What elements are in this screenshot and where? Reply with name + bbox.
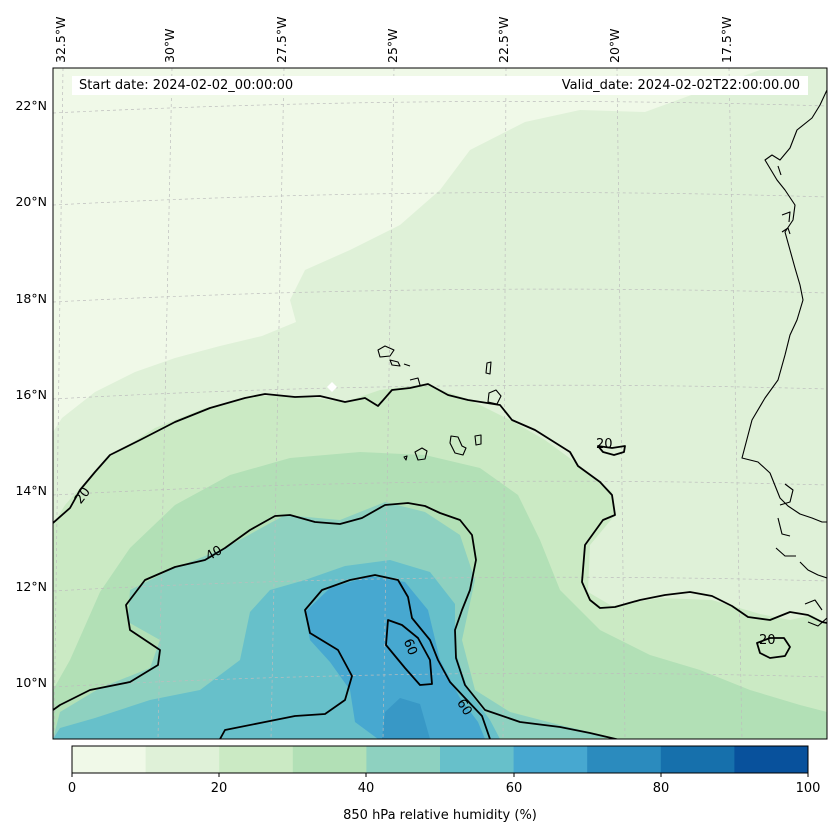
lon-label-20w: 20°W — [607, 28, 622, 63]
cape-verde-santiago — [449, 435, 467, 456]
lon-label-22-5w: 22.5°W — [496, 16, 511, 63]
colorbar-tick-60: 60 — [505, 781, 523, 796]
cape-verde-sal — [485, 361, 492, 375]
valid-date-label: Valid_date: 2024-02-02T22:00:00.00 — [561, 78, 800, 93]
contours — [53, 383, 827, 739]
coastline — [377, 69, 827, 627]
colorbar-segment-40-50 — [366, 746, 441, 773]
contour-60 — [219, 574, 491, 739]
africa-coast — [741, 69, 827, 523]
cape-verde-santo-antao — [377, 345, 395, 358]
contour-label-20-se: 20 — [759, 633, 776, 648]
rh-band-60-70 — [305, 576, 485, 739]
contour-20-isle-e — [597, 445, 626, 456]
cape-verde-sao-vicente — [389, 359, 401, 367]
contour-label-20-east: 20 — [596, 437, 613, 452]
colorbar-ticks — [71, 773, 809, 777]
colorbar-frame — [71, 745, 809, 774]
lat-label-14n: 14°N — [15, 483, 47, 498]
graticule — [53, 68, 827, 739]
lat-label-18n: 18°N — [15, 291, 47, 306]
colorbar-tick-40: 40 — [357, 781, 375, 796]
colorbar-tick-20: 20 — [210, 781, 228, 796]
colorbar-tick-100: 100 — [795, 781, 821, 796]
lat-label-10n: 10°N — [15, 675, 47, 690]
cape-verde-boa-vista — [487, 389, 502, 405]
colorbar-title: 850 hPa relative humidity (%) — [343, 808, 537, 823]
contour-20-isle-se — [756, 637, 791, 659]
colorbar-segment-20-30 — [219, 746, 294, 773]
colorbar — [72, 746, 809, 773]
rh-band-70-80 — [382, 698, 430, 739]
contour-60-inner — [385, 619, 433, 686]
colorbar-segment-30-40 — [292, 746, 367, 773]
colorbar-segment-10-20 — [145, 746, 220, 773]
colorbar-tick-0: 0 — [67, 781, 77, 796]
colorbar-segment-0-10 — [72, 746, 147, 773]
colorbar-segment-90-100 — [734, 746, 809, 773]
lon-label-32-5w: 32.5°W — [53, 16, 68, 63]
lon-label-27-5w: 27.5°W — [274, 16, 289, 63]
colorbar-segment-80-90 — [660, 746, 735, 773]
lat-label-12n: 12°N — [15, 579, 47, 594]
contour-labels: 20 40 60 60 20 20 — [72, 437, 776, 719]
cape-verde-sao-nicolau — [409, 377, 421, 386]
lat-label-16n: 16°N — [15, 387, 47, 402]
cape-verde-brava — [403, 455, 408, 461]
lon-label-17-5w: 17.5°W — [719, 16, 734, 63]
cape-verde-santa-luzia — [403, 363, 411, 367]
lat-label-20n: 20°N — [15, 194, 47, 209]
contour-label-60-upper: 60 — [400, 637, 420, 658]
canary-islands — [777, 165, 791, 235]
lon-label-30w: 30°W — [162, 28, 177, 63]
map-frame — [52, 67, 828, 740]
lon-label-25w: 25°W — [385, 28, 400, 63]
colorbar-segment-60-70 — [513, 746, 588, 773]
colorbar-segment-70-80 — [587, 746, 662, 773]
colorbar-tick-80: 80 — [652, 781, 670, 796]
start-date-label: Start date: 2024-02-02_00:00:00 — [79, 78, 294, 93]
contour-label-40: 40 — [203, 543, 225, 564]
lat-label-22n: 22°N — [15, 98, 47, 113]
cape-verde-fogo — [414, 447, 428, 461]
contour-label-60-lower: 60 — [453, 697, 474, 719]
small-island-marker — [327, 382, 337, 392]
senegal-detail — [775, 483, 827, 627]
cape-verde-maio — [474, 434, 482, 446]
map-area — [53, 68, 827, 739]
date-info-bar: Start date: 2024-02-02_00:00:00 Valid_da… — [72, 76, 808, 95]
contour-40 — [53, 502, 620, 739]
contour-20 — [53, 383, 827, 624]
colorbar-segment-50-60 — [440, 746, 515, 773]
